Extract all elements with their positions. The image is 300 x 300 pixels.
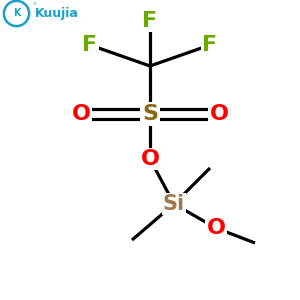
Text: F: F — [142, 11, 158, 31]
Text: O: O — [71, 104, 91, 124]
Text: O: O — [206, 218, 226, 238]
Text: S: S — [142, 104, 158, 124]
Text: F: F — [82, 35, 98, 55]
Text: O: O — [209, 104, 229, 124]
Text: Si: Si — [163, 194, 185, 214]
Text: F: F — [202, 35, 217, 55]
Text: O: O — [140, 149, 160, 169]
Text: Kuujia: Kuujia — [35, 7, 79, 20]
Text: K: K — [13, 8, 20, 19]
Text: °: ° — [32, 3, 36, 9]
